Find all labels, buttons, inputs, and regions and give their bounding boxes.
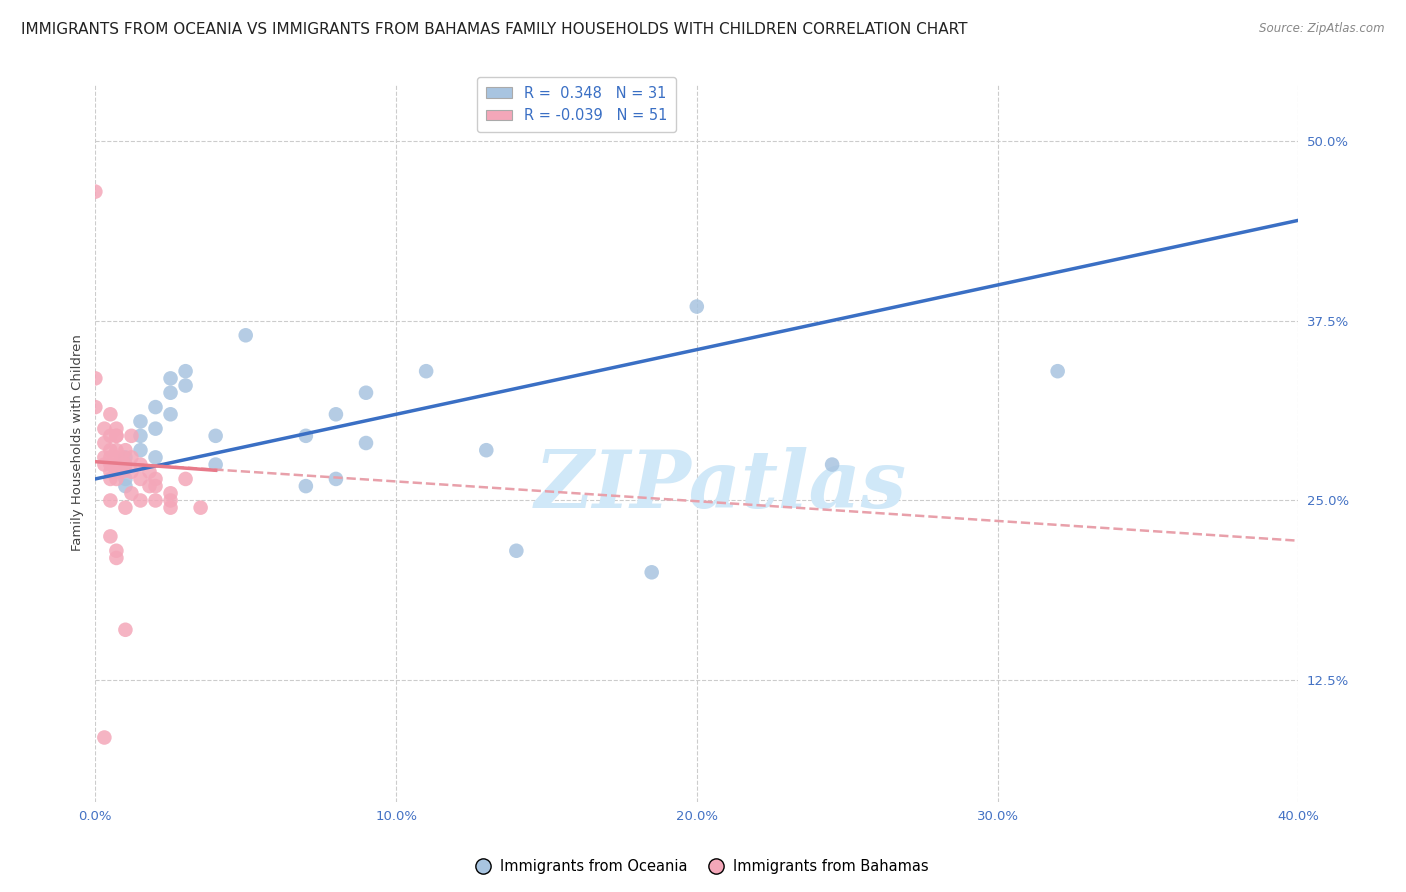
Point — [159, 500, 181, 515]
Point — [105, 429, 128, 443]
Point — [129, 443, 152, 458]
Point — [145, 450, 167, 465]
Point — [129, 493, 152, 508]
Point — [145, 493, 167, 508]
Point — [159, 486, 181, 500]
Point — [235, 328, 257, 343]
Point — [114, 479, 136, 493]
Point — [204, 429, 226, 443]
Point — [204, 458, 226, 472]
Point — [93, 731, 115, 745]
Point — [145, 472, 167, 486]
Point — [111, 450, 134, 465]
Point — [114, 500, 136, 515]
Point — [295, 479, 318, 493]
Point — [120, 486, 142, 500]
Point — [93, 436, 115, 450]
Point — [174, 472, 197, 486]
Point — [138, 479, 160, 493]
Point — [84, 400, 107, 414]
Legend: R =  0.348   N = 31, R = -0.039   N = 51: R = 0.348 N = 31, R = -0.039 N = 51 — [477, 77, 676, 132]
Point — [354, 385, 377, 400]
Point — [174, 378, 197, 392]
Point — [93, 458, 115, 472]
Point — [84, 185, 107, 199]
Point — [145, 400, 167, 414]
Point — [100, 407, 122, 421]
Point — [114, 450, 136, 465]
Point — [100, 450, 122, 465]
Text: ZIPatlas: ZIPatlas — [534, 448, 907, 524]
Point — [111, 458, 134, 472]
Point — [100, 465, 122, 479]
Point — [325, 407, 347, 421]
Point — [159, 385, 181, 400]
Point — [159, 407, 181, 421]
Point — [100, 493, 122, 508]
Point — [129, 429, 152, 443]
Point — [93, 450, 115, 465]
Point — [100, 429, 122, 443]
Point — [159, 371, 181, 385]
Point — [129, 458, 152, 472]
Point — [114, 472, 136, 486]
Point — [114, 458, 136, 472]
Point — [105, 550, 128, 565]
Point — [100, 529, 122, 543]
Point — [114, 443, 136, 458]
Point — [821, 458, 844, 472]
Point — [84, 371, 107, 385]
Point — [120, 450, 142, 465]
Point — [325, 472, 347, 486]
Point — [138, 465, 160, 479]
Point — [505, 543, 527, 558]
Point — [105, 429, 128, 443]
Point — [475, 443, 498, 458]
Point — [114, 623, 136, 637]
Point — [100, 472, 122, 486]
Point — [1046, 364, 1069, 378]
Point — [295, 429, 318, 443]
Point — [105, 422, 128, 436]
Point — [114, 458, 136, 472]
Point — [105, 443, 128, 458]
Text: Source: ZipAtlas.com: Source: ZipAtlas.com — [1260, 22, 1385, 36]
Point — [105, 458, 128, 472]
Point — [100, 458, 122, 472]
Point — [111, 465, 134, 479]
Legend: Immigrants from Oceania, Immigrants from Bahamas: Immigrants from Oceania, Immigrants from… — [471, 854, 935, 880]
Point — [145, 479, 167, 493]
Point — [686, 300, 709, 314]
Point — [641, 566, 664, 580]
Point — [129, 414, 152, 428]
Point — [354, 436, 377, 450]
Point — [105, 543, 128, 558]
Point — [190, 500, 212, 515]
Point — [100, 443, 122, 458]
Point — [93, 422, 115, 436]
Point — [415, 364, 437, 378]
Text: IMMIGRANTS FROM OCEANIA VS IMMIGRANTS FROM BAHAMAS FAMILY HOUSEHOLDS WITH CHILDR: IMMIGRANTS FROM OCEANIA VS IMMIGRANTS FR… — [21, 22, 967, 37]
Point — [120, 429, 142, 443]
Point — [129, 472, 152, 486]
Point — [145, 422, 167, 436]
Point — [120, 465, 142, 479]
Y-axis label: Family Households with Children: Family Households with Children — [72, 334, 84, 551]
Point — [174, 364, 197, 378]
Point — [105, 450, 128, 465]
Point — [105, 472, 128, 486]
Point — [105, 465, 128, 479]
Point — [159, 493, 181, 508]
